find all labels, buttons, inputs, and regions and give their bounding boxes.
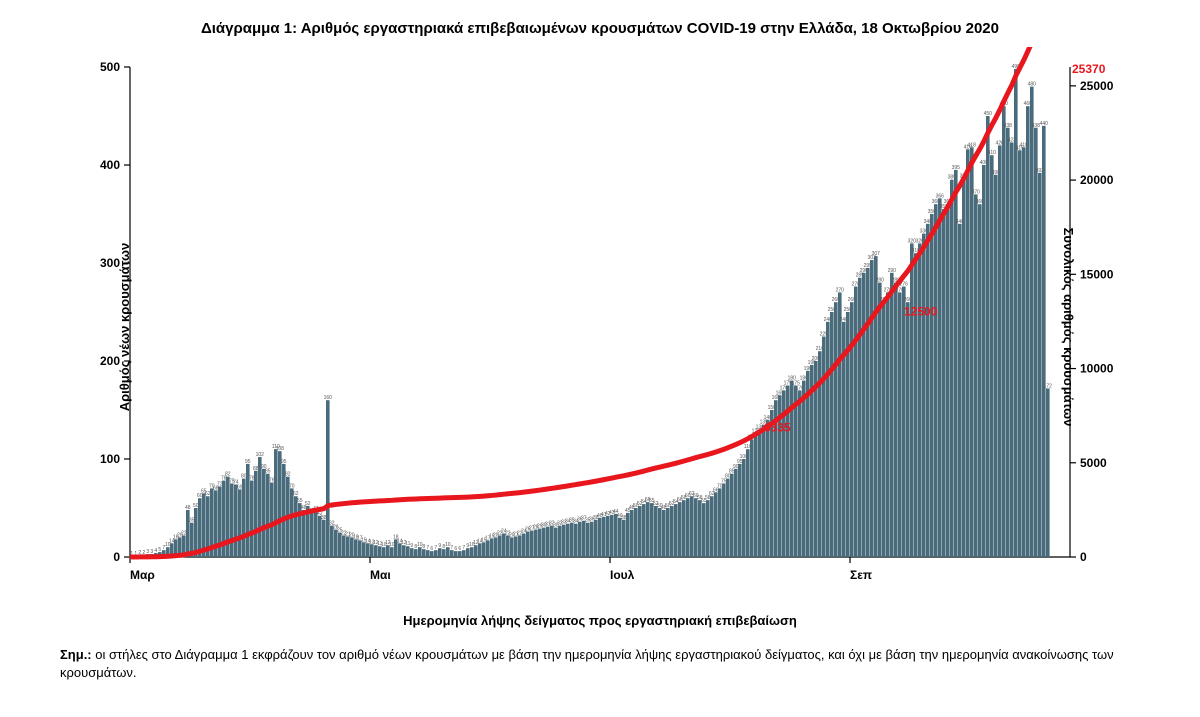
svg-text:80: 80	[241, 474, 247, 480]
chart-footnote: Σημ.: οι στήλες στο Διάγραμμα 1 εκφράζου…	[60, 646, 1140, 682]
svg-text:6: 6	[430, 546, 433, 552]
svg-text:7: 7	[450, 545, 453, 551]
svg-text:10000: 10000	[1080, 362, 1114, 376]
svg-text:70: 70	[289, 483, 295, 489]
svg-text:4: 4	[154, 548, 157, 554]
svg-text:280: 280	[876, 278, 885, 284]
svg-text:8: 8	[422, 544, 425, 550]
svg-text:6: 6	[458, 546, 461, 552]
svg-text:20000: 20000	[1080, 173, 1114, 187]
svg-text:108: 108	[276, 446, 285, 452]
svg-text:3: 3	[150, 549, 153, 555]
chart-title: Διάγραμμα 1: Αριθμός εργαστηριακά επιβεβ…	[40, 20, 1160, 37]
svg-text:9: 9	[438, 543, 441, 549]
svg-text:370: 370	[972, 189, 981, 195]
svg-text:440: 440	[1040, 121, 1049, 127]
svg-text:395: 395	[952, 165, 961, 171]
svg-text:12500: 12500	[904, 304, 938, 318]
svg-text:7: 7	[462, 545, 465, 551]
svg-text:0: 0	[1080, 550, 1087, 564]
svg-text:Σεπ: Σεπ	[850, 568, 872, 582]
svg-text:100: 100	[100, 452, 120, 466]
svg-text:25000: 25000	[1080, 79, 1114, 93]
y-axis-left-label: Αριθμός νέων κρουσμάτων	[117, 243, 132, 412]
svg-text:25370: 25370	[1072, 62, 1106, 76]
note-body: οι στήλες στο Διάγραμμα 1 εκφράζουν τον …	[60, 647, 1114, 680]
svg-text:78: 78	[249, 476, 255, 482]
svg-text:Μαρ: Μαρ	[130, 568, 155, 582]
chart-container: Αριθμός νέων κρουσμάτων Συνολικός αριθμό…	[60, 47, 1140, 607]
svg-text:88: 88	[253, 466, 259, 472]
svg-text:450: 450	[984, 111, 993, 117]
svg-text:38: 38	[621, 515, 627, 521]
svg-text:290: 290	[888, 268, 897, 274]
svg-text:5: 5	[158, 547, 161, 553]
svg-text:50: 50	[193, 503, 199, 509]
svg-text:85: 85	[265, 469, 271, 475]
note-prefix: Σημ.:	[60, 647, 92, 662]
svg-text:102: 102	[256, 452, 265, 458]
svg-text:Μαι: Μαι	[370, 568, 391, 582]
svg-text:62: 62	[293, 491, 299, 497]
svg-text:62: 62	[205, 491, 211, 497]
svg-text:35: 35	[189, 518, 195, 524]
svg-text:7: 7	[426, 545, 429, 551]
svg-text:Ιουλ: Ιουλ	[610, 568, 635, 582]
svg-text:0: 0	[113, 550, 120, 564]
svg-text:95: 95	[281, 459, 287, 465]
svg-text:95: 95	[245, 459, 251, 465]
svg-text:9: 9	[410, 543, 413, 549]
svg-text:500: 500	[100, 60, 120, 74]
svg-text:438: 438	[1004, 123, 1013, 129]
svg-text:69: 69	[237, 484, 243, 490]
svg-text:410: 410	[988, 150, 997, 156]
svg-text:160: 160	[324, 395, 333, 401]
chart-svg: 0100200300400500050001000015000200002500…	[60, 47, 1140, 607]
svg-text:52: 52	[305, 501, 311, 507]
svg-text:48: 48	[185, 505, 191, 511]
svg-text:400: 400	[100, 158, 120, 172]
svg-text:72: 72	[217, 481, 223, 487]
svg-text:6335: 6335	[764, 421, 791, 435]
x-axis-label: Ημερομηνία λήψης δείγματος προς εργαστηρ…	[40, 613, 1160, 628]
svg-text:82: 82	[285, 472, 291, 478]
svg-text:418: 418	[968, 142, 977, 148]
svg-text:5000: 5000	[1080, 456, 1107, 470]
svg-text:307: 307	[872, 251, 881, 257]
svg-text:55: 55	[297, 498, 303, 504]
svg-text:6: 6	[454, 546, 457, 552]
svg-text:82: 82	[225, 472, 231, 478]
svg-text:270: 270	[836, 287, 845, 293]
svg-text:38: 38	[321, 515, 327, 521]
svg-text:22: 22	[181, 530, 187, 536]
y-axis-right-label: Συνολικός αριθμός κρουσμάτων	[1061, 228, 1076, 427]
svg-text:76: 76	[269, 478, 275, 484]
svg-text:7: 7	[434, 545, 437, 551]
svg-text:172: 172	[1044, 383, 1053, 389]
svg-text:480: 480	[1028, 82, 1037, 88]
svg-text:10: 10	[389, 542, 395, 548]
svg-text:3: 3	[146, 549, 149, 555]
svg-text:15000: 15000	[1080, 267, 1114, 281]
